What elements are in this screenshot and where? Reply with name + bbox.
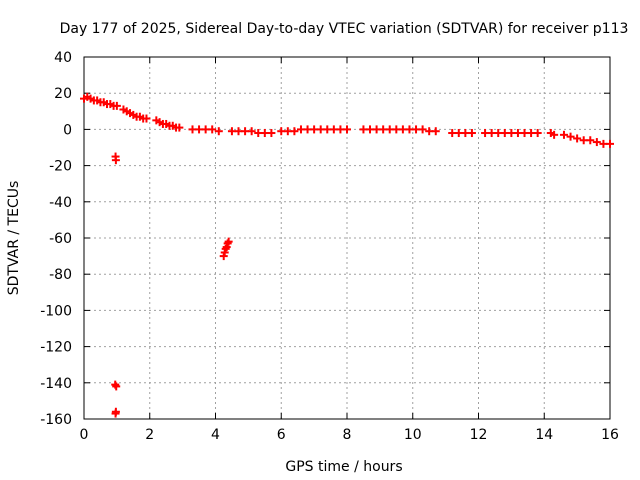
x-tick-label: 4 [211,427,220,443]
x-tick-label: 14 [535,427,553,443]
y-tick-label: 0 [63,122,72,138]
x-tick-label: 10 [404,427,422,443]
y-tick-label: -140 [40,376,72,392]
data-point [111,156,120,165]
y-tick-label: 40 [54,50,72,66]
chart-title: Day 177 of 2025, Sidereal Day-to-day VTE… [60,21,629,37]
data-point [533,129,542,138]
y-tick-label: -100 [40,303,72,319]
y-tick-label: -120 [40,340,72,356]
y-tick-label: 20 [54,86,72,102]
data-point [208,125,217,134]
data-point [247,127,256,136]
data-point [111,409,120,418]
y-tick-label: -40 [49,195,72,211]
x-axis-label: GPS time / hours [285,459,402,475]
data-point [224,237,233,246]
data-point [566,132,575,141]
data-point [550,130,559,139]
data-point [606,139,614,148]
x-tick-label: 12 [470,427,488,443]
data-point [112,101,121,110]
y-tick-label: -160 [40,412,72,428]
data-point [431,127,440,136]
data-point [343,125,351,134]
data-point [467,129,476,138]
data-point [267,129,276,138]
x-tick-label: 2 [145,427,154,443]
data-point [418,125,427,134]
data-point [214,127,223,136]
data-point [290,127,299,136]
x-tick-label: 16 [601,427,619,443]
y-axis-label: SDTVAR / TECUs [6,181,22,296]
x-tick-label: 6 [277,427,286,443]
data-points [80,92,614,418]
data-point [592,138,601,147]
x-tick-label: 0 [80,427,89,443]
x-tick-label: 8 [343,427,352,443]
grid-lines [84,57,610,419]
data-point [586,136,595,145]
data-point [111,380,120,389]
y-tick-label: -20 [49,159,72,175]
data-point [175,123,184,132]
y-tick-label: -80 [49,267,72,283]
data-point [573,134,582,143]
axis-ticks: 0 2 4 6 8 10 12 14 16 40 20 0 -20 -40 -60 -80 -100 -120 -1… [40,50,619,443]
data-point [142,114,151,123]
y-tick-label: -60 [49,231,72,247]
data-point [559,130,568,139]
